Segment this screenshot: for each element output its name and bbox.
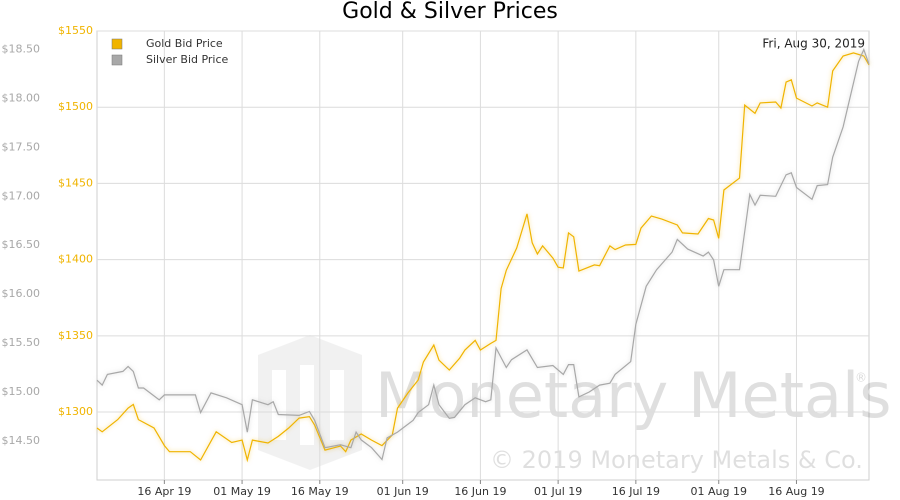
y2-tick-label: $15.50 (2, 336, 41, 349)
y-tick-label: $1300 (58, 405, 93, 418)
y2-tick-label: $15.00 (2, 385, 41, 398)
x-tick-label: 01 Aug 19 (691, 485, 747, 498)
y-tick-label: $1550 (58, 24, 93, 37)
x-tick-label: 01 Jul 19 (534, 485, 582, 498)
copyright: © 2019 Monetary Metals & Co. (490, 446, 863, 474)
x-tick-label: 16 Aug 19 (768, 485, 824, 498)
watermark: Monetary Metals (375, 359, 892, 432)
y-tick-label: $1350 (58, 329, 93, 342)
legend-swatch (111, 54, 123, 66)
y2-tick-label: $17.00 (2, 189, 41, 202)
plot-area (96, 30, 870, 481)
watermark-mark: ® (855, 371, 867, 385)
y2-tick-label: $18.50 (2, 43, 41, 56)
x-tick-label: 16 May 19 (291, 485, 349, 498)
x-tick-label: 16 Jun 19 (454, 485, 506, 498)
chart-title: Gold & Silver Prices (342, 0, 558, 24)
y-tick-label: $1400 (58, 253, 93, 266)
watermark-logo (258, 335, 362, 470)
x-tick-label: 01 Jun 19 (377, 485, 429, 498)
series-line (96, 47, 870, 461)
y2-tick-label: $16.00 (2, 287, 41, 300)
y2-tick-label: $17.50 (2, 140, 41, 153)
y-tick-label: $1450 (58, 176, 93, 189)
y2-tick-label: $18.00 (2, 91, 41, 104)
series-line (96, 52, 870, 463)
y2-tick-label: $14.50 (2, 434, 41, 447)
legend-label: Silver Bid Price (146, 53, 229, 66)
y-tick-label: $1500 (58, 100, 93, 113)
y2-tick-label: $16.50 (2, 238, 41, 251)
x-tick-label: 16 Apr 19 (137, 485, 191, 498)
x-tick-label: 16 Jul 19 (612, 485, 660, 498)
x-tick-label: 01 May 19 (213, 485, 271, 498)
date-annotation: Fri, Aug 30, 2019 (762, 37, 865, 51)
legend-label: Gold Bid Price (146, 37, 223, 50)
legend-swatch (111, 38, 123, 50)
